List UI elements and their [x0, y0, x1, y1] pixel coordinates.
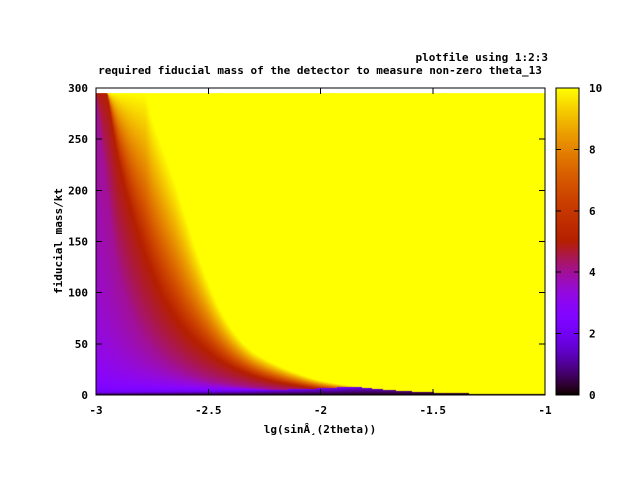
colorbar-tick-label: 0 — [589, 389, 596, 402]
colorbar-tick-label: 8 — [589, 143, 596, 156]
y-tick-label: 250 — [68, 133, 88, 146]
x-ticks: -3 -2.5 -2 -1.5 -1 — [89, 88, 552, 417]
y-axis-label: fiducial mass/kt — [52, 188, 65, 294]
x-tick-label: -3 — [89, 404, 102, 417]
colorbar-frame — [555, 87, 580, 396]
y-tick-label: 150 — [68, 236, 88, 249]
colorbar-ticks: 0 2 4 6 8 10 — [556, 82, 602, 402]
key-title: plotfile using 1:2:3 — [416, 51, 548, 64]
x-tick-label: -1 — [538, 404, 552, 417]
chart-title: required fiducial mass of the detector t… — [98, 64, 542, 77]
x-axis-label: lg(sinÂ¸(2theta)) — [264, 423, 377, 436]
x-tick-label: -2 — [314, 404, 327, 417]
plot-area — [96, 93, 545, 395]
x-tick-label: -2.5 — [195, 404, 222, 417]
colorbar: 0 2 4 6 8 10 — [555, 82, 602, 402]
colorbar-tick-label: 2 — [589, 328, 596, 341]
colorbar-tick-label: 6 — [589, 205, 596, 218]
y-tick-label: 50 — [75, 338, 88, 351]
y-ticks: 0 50 100 150 200 250 300 — [68, 82, 545, 402]
y-tick-label: 100 — [68, 287, 88, 300]
colorbar-gradient — [556, 88, 579, 395]
colorbar-tick-label: 4 — [589, 266, 596, 279]
x-tick-label: -1.5 — [420, 404, 447, 417]
y-tick-label: 300 — [68, 82, 88, 95]
heatmap-image — [96, 93, 545, 395]
colorbar-tick-label: 10 — [589, 82, 602, 95]
y-tick-label: 0 — [81, 389, 88, 402]
y-tick-label: 200 — [68, 184, 88, 197]
